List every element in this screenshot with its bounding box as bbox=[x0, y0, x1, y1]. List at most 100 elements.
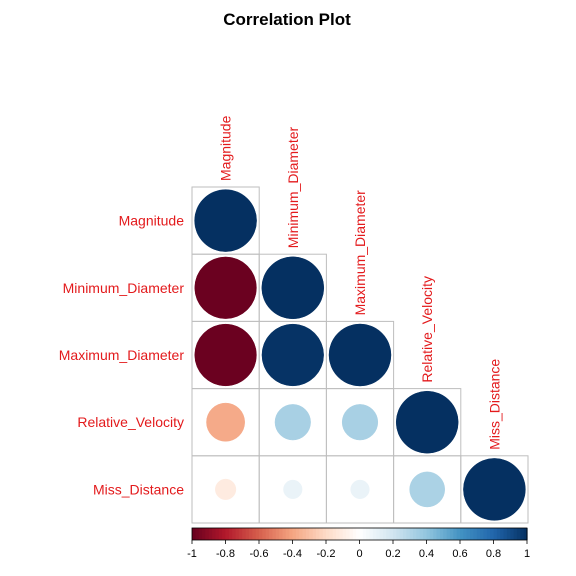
colorbar-segment bbox=[242, 528, 247, 540]
correlation-circle-miss-distance-magnitude bbox=[215, 478, 237, 500]
row-labels: Magnitude Minimum_Diameter Maximum_Diamete… bbox=[59, 213, 185, 498]
colorbar-segment bbox=[386, 528, 391, 540]
row-label-magnitude: Magnitude bbox=[119, 213, 185, 229]
colorbar-segment bbox=[406, 528, 411, 540]
colorbar-segment bbox=[443, 528, 448, 540]
row-label-minimum-diameter: Minimum_Diameter bbox=[63, 280, 185, 296]
grid-cell bbox=[460, 455, 529, 524]
colorbar-segment bbox=[215, 528, 220, 540]
colorbar-segment bbox=[228, 528, 233, 540]
colorbar-segment bbox=[352, 528, 357, 540]
colorbar-segment bbox=[460, 528, 464, 540]
colorbar-segment bbox=[272, 528, 277, 540]
colorbar-segment bbox=[433, 528, 438, 540]
colorbar-segment bbox=[332, 528, 337, 540]
colorbar-segment bbox=[473, 528, 478, 540]
colorbar-segment bbox=[453, 528, 458, 540]
colorbar-segment bbox=[362, 528, 367, 540]
colorbar-segment bbox=[476, 528, 481, 540]
colorbar-segment bbox=[192, 528, 196, 540]
colorbar-segment bbox=[480, 528, 485, 540]
row-label-relative-velocity: Relative_Velocity bbox=[77, 414, 184, 430]
colorbar-segment bbox=[252, 528, 257, 540]
chart-title: Correlation Plot bbox=[223, 10, 351, 29]
colorbar-segment bbox=[486, 528, 491, 540]
colorbar-segment bbox=[470, 528, 474, 540]
colorbar-segment bbox=[510, 528, 515, 540]
colorbar-segment bbox=[248, 528, 253, 540]
correlation-circle-miss-distance-miss-distance bbox=[463, 458, 526, 521]
colorbar-segment bbox=[218, 528, 223, 540]
correlation-circle-minimum-diameter-magnitude bbox=[194, 256, 257, 319]
colorbar-segment bbox=[255, 528, 260, 540]
colorbar-segment bbox=[232, 528, 237, 540]
colorbar-segment bbox=[312, 528, 317, 540]
colorbar-segment bbox=[336, 528, 340, 540]
colorbar-tick-label: -1 bbox=[187, 548, 197, 560]
correlation-circle-maximum-diameter-maximum-diameter bbox=[328, 323, 392, 387]
colorbar-segment bbox=[496, 528, 501, 540]
correlation-circle-relative-velocity-minimum-diameter bbox=[274, 404, 311, 441]
colorbar-segment bbox=[235, 528, 240, 540]
correlation-circle-miss-distance-maximum-diameter bbox=[350, 479, 370, 499]
colorbar-segment bbox=[516, 528, 521, 540]
colorbar-segment bbox=[513, 528, 518, 540]
colorbar-segment bbox=[259, 528, 263, 540]
colorbar-tick-label: 0.2 bbox=[385, 548, 400, 560]
colorbar-segment bbox=[456, 528, 461, 540]
colorbar-segment bbox=[292, 528, 297, 540]
correlation-circle-maximum-diameter-magnitude bbox=[194, 323, 257, 387]
correlation-circle-miss-distance-relative-velocity bbox=[409, 471, 445, 508]
colorbar-segment bbox=[449, 528, 454, 540]
colorbar bbox=[191, 527, 528, 541]
colorbar-segment bbox=[493, 528, 498, 540]
colorbar-tick-label: 0.6 bbox=[452, 548, 467, 560]
colorbar-segment bbox=[359, 528, 364, 540]
colorbar-segment bbox=[419, 528, 424, 540]
colorbar-segment bbox=[466, 528, 471, 540]
row-label-miss-distance: Miss_Distance bbox=[93, 481, 184, 497]
colorbar-segment bbox=[389, 528, 394, 540]
colorbar-tick-label: -0.8 bbox=[216, 548, 235, 560]
colorbar-segment bbox=[302, 528, 307, 540]
correlation-circle-relative-velocity-magnitude bbox=[206, 402, 245, 442]
colorbar-segment bbox=[376, 528, 381, 540]
colorbar-segment bbox=[349, 528, 354, 540]
colorbar-segment bbox=[269, 528, 273, 540]
colorbar-segment bbox=[329, 528, 334, 540]
colorbar-segment bbox=[342, 528, 347, 540]
colorbar-segment bbox=[523, 528, 528, 540]
colorbar-segment bbox=[315, 528, 320, 540]
colorbar-segment bbox=[208, 528, 213, 540]
correlation-circle-magnitude-magnitude bbox=[194, 189, 257, 252]
correlation-circle-relative-velocity-relative-velocity bbox=[395, 390, 459, 454]
colorbar-segment bbox=[299, 528, 304, 540]
colorbar-segment bbox=[379, 528, 384, 540]
colorbar-segment bbox=[195, 528, 200, 540]
colorbar-segment bbox=[222, 528, 227, 540]
colorbar-segment bbox=[279, 528, 284, 540]
column-label-miss-distance: Miss_Distance bbox=[486, 359, 502, 450]
colorbar-segment bbox=[399, 528, 404, 540]
colorbar-segment bbox=[322, 528, 327, 540]
colorbar-segment bbox=[436, 528, 441, 540]
colorbar-segment bbox=[339, 528, 344, 540]
colorbar-segment bbox=[409, 528, 414, 540]
colorbar-segment bbox=[426, 528, 431, 540]
colorbar-segment bbox=[282, 528, 287, 540]
colorbar-segment bbox=[326, 528, 330, 540]
colorbar-segment bbox=[198, 528, 203, 540]
colorbar-segment bbox=[429, 528, 434, 540]
colorbar-segment bbox=[369, 528, 374, 540]
colorbar-segment bbox=[275, 528, 280, 540]
correlation-circle-relative-velocity-maximum-diameter bbox=[341, 404, 379, 441]
colorbar-segment bbox=[346, 528, 351, 540]
colorbar-segment bbox=[503, 528, 508, 540]
correlation-cells bbox=[191, 186, 529, 524]
colorbar-segment bbox=[483, 528, 488, 540]
colorbar-segment bbox=[446, 528, 451, 540]
colorbar-segment bbox=[202, 528, 206, 540]
colorbar-tick-label: 0.8 bbox=[486, 548, 501, 560]
colorbar-segment bbox=[393, 528, 397, 540]
colorbar-tick-label: 1 bbox=[524, 548, 530, 560]
